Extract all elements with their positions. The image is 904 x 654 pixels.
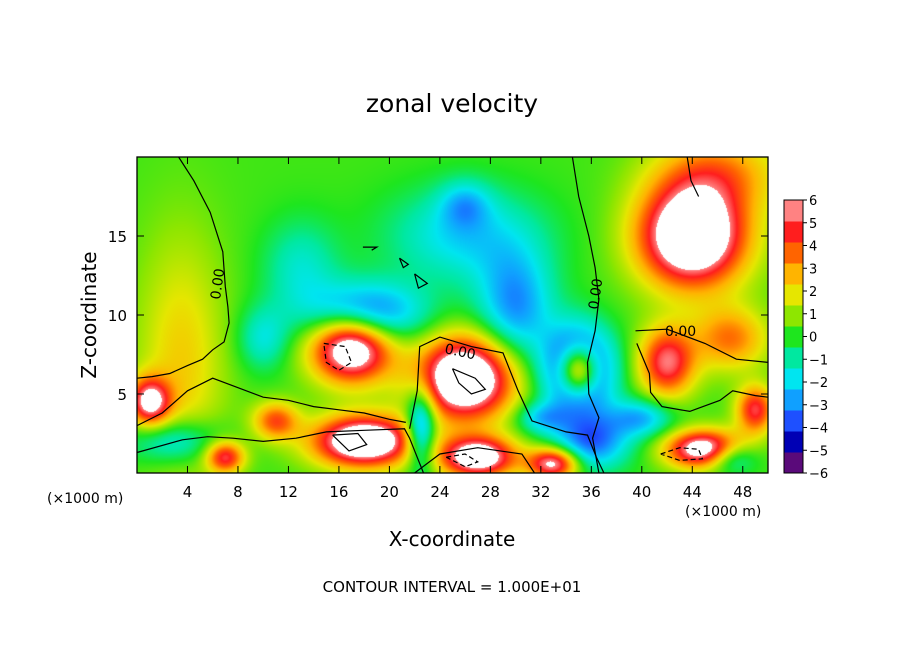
- contour-line: [332, 432, 368, 452]
- contour-line: [409, 336, 605, 474]
- contour-line: [414, 447, 536, 474]
- x-tick-label: 16: [329, 483, 348, 501]
- colorbar-ticks: 6 5 4 3 2 1 0 −1 −2 −3 −4 −5 −6: [803, 194, 828, 482]
- x-tick-label: 40: [632, 483, 651, 501]
- colorbar-swatch: [784, 284, 803, 306]
- colorbar-tick-label: −3: [809, 399, 828, 414]
- colorbar-swatch: [784, 200, 803, 222]
- colorbar-tick-label: −4: [809, 422, 828, 437]
- colorbar-swatch: [784, 263, 803, 285]
- colorbar-swatch: [784, 452, 803, 474]
- colorbar-tick-label: −6: [809, 467, 828, 482]
- y-axis-label: Z-coordinate: [77, 251, 101, 378]
- colorbar-tick-label: −1: [809, 353, 828, 368]
- x-tick-label: 44: [683, 483, 702, 501]
- x-unit-left: (×1000 m): [47, 491, 123, 507]
- contour-line: [635, 328, 769, 363]
- contour-label: 0.00: [586, 277, 606, 310]
- x-unit-right: (×1000 m): [685, 504, 761, 520]
- x-tick-label: 8: [233, 483, 243, 501]
- heatmap-field: [137, 157, 768, 473]
- contour-line: [398, 257, 410, 269]
- colorbar-tick-label: 3: [809, 262, 817, 277]
- chart-title: zonal velocity: [366, 89, 538, 118]
- contour-line: [136, 377, 406, 427]
- x-tick-label: 20: [380, 483, 399, 501]
- contour-lines: [136, 156, 769, 474]
- x-tick-label: 36: [582, 483, 601, 501]
- colorbar-swatch: [784, 305, 803, 327]
- contour-line-dashed: [660, 447, 704, 462]
- colorbar: 6 5 4 3 2 1 0 −1 −2 −3 −4 −5 −6: [783, 194, 828, 482]
- colorbar-swatch: [784, 242, 803, 264]
- colorbar-swatch: [784, 431, 803, 453]
- x-axis-ticks: 4 8 12 16 20 24 28 32 36 40 44 48: [183, 157, 752, 501]
- y-tick-label: 5: [117, 386, 127, 404]
- y-axis-ticks: 5 10 15: [108, 228, 768, 404]
- colorbar-tick-label: 6: [809, 194, 817, 209]
- colorbar-tick-label: 2: [809, 285, 817, 300]
- colorbar-swatch: [784, 326, 803, 348]
- colorbar-tick-label: 4: [809, 240, 817, 255]
- contour-line: [451, 368, 487, 395]
- colorbar-tick-label: −2: [809, 376, 828, 391]
- colorbar-swatch: [784, 410, 803, 432]
- plot-area: 0.00 0.00 0.00 0.00 4 8 12 16 20 24 28 32 36 40 44…: [108, 156, 769, 501]
- x-tick-label: 48: [733, 483, 752, 501]
- x-tick-label: 4: [183, 483, 193, 501]
- colorbar-tick-label: 1: [809, 308, 817, 323]
- colorbar-swatch: [784, 221, 803, 243]
- contour-labels: 0.00 0.00 0.00 0.00: [208, 267, 696, 363]
- x-tick-label: 12: [279, 483, 298, 501]
- colorbar-swatch: [784, 368, 803, 390]
- x-tick-label: 28: [481, 483, 500, 501]
- contour-line: [136, 428, 425, 474]
- contour-line: [571, 156, 600, 474]
- x-axis-label: X-coordinate: [389, 527, 516, 551]
- x-tick-label: 24: [430, 483, 449, 501]
- contour-label: 0.00: [208, 267, 228, 300]
- colorbar-swatch: [784, 347, 803, 369]
- x-tick-label: 32: [531, 483, 550, 501]
- contour-label: 0.00: [443, 341, 477, 363]
- contour-line: [686, 156, 700, 197]
- contour-line-dashed: [323, 342, 353, 372]
- contour-line-dashed: [445, 453, 480, 468]
- y-tick-label: 10: [108, 307, 127, 325]
- colorbar-swatches: [784, 200, 803, 474]
- contour-line: [136, 156, 230, 379]
- colorbar-tick-label: 5: [809, 217, 817, 232]
- colorbar-tick-label: −5: [809, 444, 828, 459]
- contour-interval-note: CONTOUR INTERVAL = 1.000E+01: [323, 578, 582, 596]
- colorbar-tick-label: 0: [809, 331, 817, 346]
- contour-line: [636, 343, 769, 413]
- y-tick-label: 15: [108, 228, 127, 246]
- contour-label: 0.00: [665, 324, 696, 340]
- colorbar-swatch: [784, 389, 803, 411]
- contour-line: [414, 273, 429, 289]
- contour-line: [362, 246, 379, 251]
